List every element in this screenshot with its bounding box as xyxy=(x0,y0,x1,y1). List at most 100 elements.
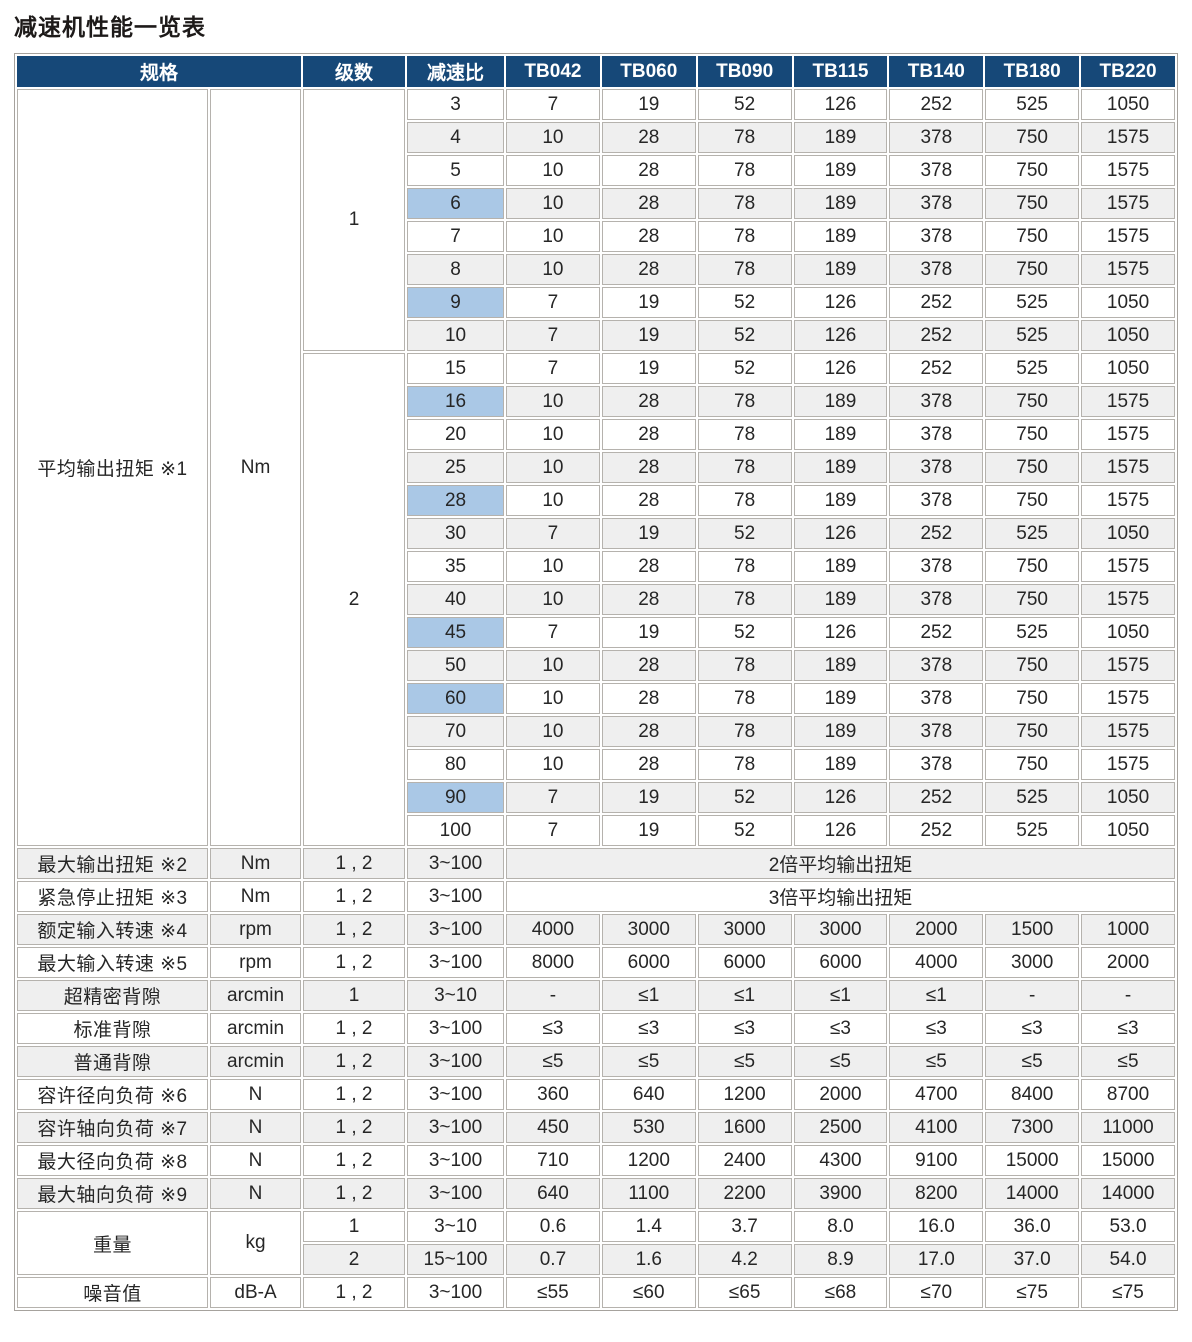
ratio-cell: 3~10 xyxy=(407,980,505,1011)
value-cell: 126 xyxy=(793,353,888,384)
value-cell: ≤1 xyxy=(889,980,984,1011)
value-cell: 1.4 xyxy=(601,1211,696,1242)
value-cell: 126 xyxy=(793,782,888,813)
value-cell: 1575 xyxy=(1081,650,1175,681)
value-cell: 126 xyxy=(793,815,888,846)
value-cell: 16.0 xyxy=(889,1211,984,1242)
value-cell: 28 xyxy=(601,485,696,516)
value-cell: 1.6 xyxy=(601,1244,696,1275)
value-cell: ≤68 xyxy=(793,1277,888,1308)
torque-row: 6 10 28 78 189 378 750 1575 xyxy=(17,188,1175,219)
value-cell: 525 xyxy=(985,320,1080,351)
ratio-cell: 60 xyxy=(407,683,505,714)
value-cell: 378 xyxy=(889,716,984,747)
value-cell: 36.0 xyxy=(985,1211,1080,1242)
performance-table: 规格 级数 减速比 TB042 TB060 TB090 TB115 TB140 TB180 TB2… xyxy=(14,53,1178,1311)
value-cell: 525 xyxy=(985,617,1080,648)
datasheet-page: 减速机性能一览表 规格 级数 减速比 TB042 TB060 TB090 TB115 TB14… xyxy=(14,14,1178,1311)
value-cell: 378 xyxy=(889,122,984,153)
torque-row: 10 7 19 52 126 252 525 1050 xyxy=(17,320,1175,351)
value-cell: 1575 xyxy=(1081,683,1175,714)
ratio-cell: 3~100 xyxy=(407,1013,505,1044)
value-cell: 189 xyxy=(793,419,888,450)
value-cell: 19 xyxy=(601,782,696,813)
spec-row: 容许径向负荷 ※6 N 1 , 2 3~100 360 640 1200 2000 4700 84… xyxy=(17,1079,1175,1110)
value-cell: 252 xyxy=(889,617,984,648)
value-cell: 189 xyxy=(793,650,888,681)
value-cell: ≤5 xyxy=(985,1046,1080,1077)
value-cell: 8700 xyxy=(1081,1079,1175,1110)
value-cell: 378 xyxy=(889,485,984,516)
value-cell: 1200 xyxy=(601,1145,696,1176)
value-cell: 126 xyxy=(793,617,888,648)
value-cell: 28 xyxy=(601,683,696,714)
label-cell-avg-output-torque: 平均输出扭矩 ※1 xyxy=(17,89,208,846)
value-cell: 1000 xyxy=(1081,914,1175,945)
value-cell: 52 xyxy=(697,89,792,120)
value-cell: 2200 xyxy=(697,1178,792,1209)
value-cell: 52 xyxy=(697,353,792,384)
spec-row: 紧急停止扭矩 ※3 Nm 1 , 2 3~100 3倍平均输出扭矩 xyxy=(17,881,1175,912)
ratio-cell: 20 xyxy=(407,419,505,450)
ratio-cell: 45 xyxy=(407,617,505,648)
value-cell: - xyxy=(506,980,600,1011)
value-cell: 640 xyxy=(506,1178,600,1209)
stage-cell: 1 , 2 xyxy=(303,1079,406,1110)
value-cell: 11000 xyxy=(1081,1112,1175,1143)
value-cell: 750 xyxy=(985,716,1080,747)
table-body: 平均输出扭矩 ※1 Nm 1 3 7 19 52 126 252 525 1050 4 10 28 78 18… xyxy=(17,89,1175,1308)
value-cell: 78 xyxy=(697,254,792,285)
stage-cell: 1 , 2 xyxy=(303,1145,406,1176)
stage-cell: 1 , 2 xyxy=(303,1013,406,1044)
spec-row: 普通背隙 arcmin 1 , 2 3~100 ≤5 ≤5 ≤5 ≤5 ≤5 ≤5 ≤5 xyxy=(17,1046,1175,1077)
value-cell: 8000 xyxy=(506,947,600,978)
value-cell: 7300 xyxy=(985,1112,1080,1143)
ratio-cell: 35 xyxy=(407,551,505,582)
torque-row: 9 7 19 52 126 252 525 1050 xyxy=(17,287,1175,318)
value-cell: 1575 xyxy=(1081,551,1175,582)
noise-row: 噪音值 dB-A 1 , 2 3~100 ≤55 ≤60 ≤65 ≤68 ≤70 ≤75 ≤75 xyxy=(17,1277,1175,1308)
spec-row: 最大输出扭矩 ※2 Nm 1 , 2 3~100 2倍平均输出扭矩 xyxy=(17,848,1175,879)
value-cell: 3.7 xyxy=(697,1211,792,1242)
value-cell: 15000 xyxy=(985,1145,1080,1176)
value-cell: ≤1 xyxy=(601,980,696,1011)
value-cell: 78 xyxy=(697,716,792,747)
value-cell: 525 xyxy=(985,782,1080,813)
stage-cell: 2 xyxy=(303,353,406,846)
header-cell-spec: 规格 xyxy=(17,56,302,87)
value-cell: ≤1 xyxy=(793,980,888,1011)
spec-row: 超精密背隙 arcmin 1 3~10- ≤1 ≤1 ≤1 ≤1- - xyxy=(17,980,1175,1011)
value-cell: 7 xyxy=(506,287,600,318)
ratio-cell: 40 xyxy=(407,584,505,615)
value-cell: 17.0 xyxy=(889,1244,984,1275)
value-cell: 1575 xyxy=(1081,584,1175,615)
value-cell: 28 xyxy=(601,551,696,582)
torque-row: 16 10 28 78 189 378 750 1575 xyxy=(17,386,1175,417)
ratio-cell: 50 xyxy=(407,650,505,681)
spec-row: 容许轴向负荷 ※7 N 1 , 2 3~100 450 530 1600 2500 4100 73… xyxy=(17,1112,1175,1143)
stage-cell: 1 , 2 xyxy=(303,914,406,945)
value-cell: 10 xyxy=(506,650,600,681)
torque-row: 4 10 28 78 189 378 750 1575 xyxy=(17,122,1175,153)
value-cell: 78 xyxy=(697,122,792,153)
torque-row: 45 7 19 52 126 252 525 1050 xyxy=(17,617,1175,648)
ratio-cell: 9 xyxy=(407,287,505,318)
ratio-cell: 6 xyxy=(407,188,505,219)
value-cell: 189 xyxy=(793,254,888,285)
value-cell: 3000 xyxy=(601,914,696,945)
value-cell: 525 xyxy=(985,353,1080,384)
ratio-cell: 3~100 xyxy=(407,1145,505,1176)
value-cell: 2500 xyxy=(793,1112,888,1143)
value-cell: ≤5 xyxy=(697,1046,792,1077)
value-cell: 126 xyxy=(793,518,888,549)
value-cell: 52 xyxy=(697,518,792,549)
spec-row: 最大轴向负荷 ※9 N 1 , 2 3~100 640 1100 2200 3900 8200 1… xyxy=(17,1178,1175,1209)
value-cell: 19 xyxy=(601,518,696,549)
value-cell: 3000 xyxy=(985,947,1080,978)
value-cell: 1575 xyxy=(1081,221,1175,252)
value-cell: 54.0 xyxy=(1081,1244,1175,1275)
ratio-cell: 3~100 xyxy=(407,914,505,945)
value-cell: 378 xyxy=(889,584,984,615)
unit-cell: rpm xyxy=(210,914,302,945)
value-cell: 378 xyxy=(889,749,984,780)
